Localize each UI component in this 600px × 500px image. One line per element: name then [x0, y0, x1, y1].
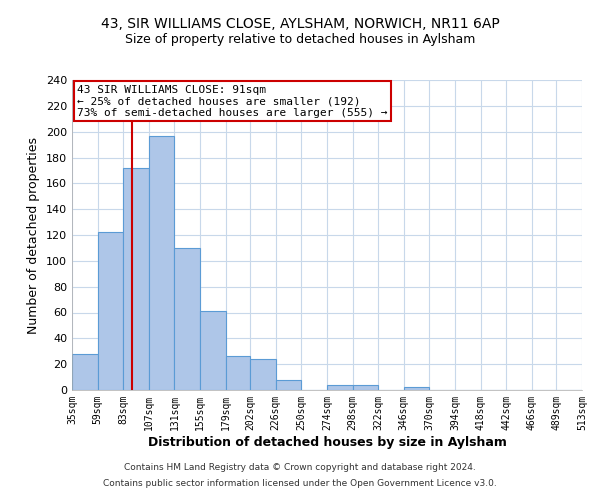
Bar	[353, 385, 378, 390]
Bar	[250, 359, 276, 390]
Bar	[226, 356, 250, 390]
Bar	[175, 248, 200, 390]
Bar	[200, 311, 226, 390]
Text: 43, SIR WILLIAMS CLOSE, AYLSHAM, NORWICH, NR11 6AP: 43, SIR WILLIAMS CLOSE, AYLSHAM, NORWICH…	[101, 18, 499, 32]
Bar	[327, 385, 353, 390]
Bar	[123, 168, 149, 390]
Bar	[404, 388, 430, 390]
Bar	[98, 232, 123, 390]
X-axis label: Distribution of detached houses by size in Aylsham: Distribution of detached houses by size …	[148, 436, 506, 448]
Bar	[149, 136, 175, 390]
Text: Contains HM Land Registry data © Crown copyright and database right 2024.: Contains HM Land Registry data © Crown c…	[124, 464, 476, 472]
Text: Size of property relative to detached houses in Aylsham: Size of property relative to detached ho…	[125, 32, 475, 46]
Y-axis label: Number of detached properties: Number of detached properties	[28, 136, 40, 334]
Text: 43 SIR WILLIAMS CLOSE: 91sqm
← 25% of detached houses are smaller (192)
73% of s: 43 SIR WILLIAMS CLOSE: 91sqm ← 25% of de…	[77, 84, 388, 118]
Bar	[276, 380, 301, 390]
Text: Contains public sector information licensed under the Open Government Licence v3: Contains public sector information licen…	[103, 478, 497, 488]
Bar	[72, 354, 98, 390]
